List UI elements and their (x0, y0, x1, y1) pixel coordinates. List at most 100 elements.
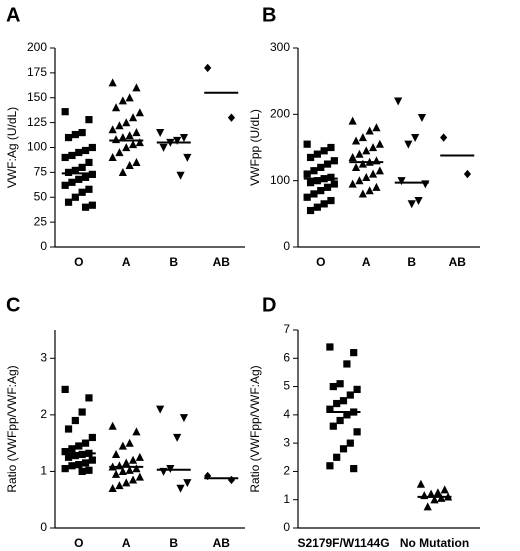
y-tick-label: 0 (40, 239, 47, 253)
data-point (417, 114, 427, 123)
data-point (348, 116, 357, 125)
data-point (64, 133, 73, 142)
y-axis-label: VWFpp (U/dL) (248, 109, 262, 186)
data-point (421, 180, 430, 189)
data-point (375, 166, 384, 175)
data-point (329, 382, 337, 391)
data-point (78, 128, 86, 137)
data-point (346, 391, 354, 399)
data-point (355, 176, 364, 185)
x-tick-label: S2179F/W1144G (297, 536, 389, 550)
data-point (75, 148, 83, 157)
data-point (122, 458, 131, 467)
data-point (128, 455, 138, 464)
y-tick-label: 100 (27, 140, 47, 154)
data-point (111, 103, 121, 112)
x-tick-label: B (407, 255, 416, 269)
data-point (351, 136, 361, 145)
x-tick-label: B (169, 536, 178, 550)
data-point (416, 479, 425, 488)
data-point (326, 343, 334, 351)
x-tick-label: O (74, 536, 83, 550)
data-point (135, 452, 144, 461)
data-point (128, 475, 138, 484)
data-point (61, 153, 69, 162)
data-point (427, 489, 436, 498)
data-point (64, 198, 73, 206)
data-point (414, 196, 423, 205)
data-point (333, 399, 341, 408)
data-point (88, 456, 96, 464)
data-point (71, 416, 79, 425)
data-point (320, 200, 328, 208)
y-tick-label: 2 (40, 407, 47, 421)
x-tick-label: O (74, 255, 83, 269)
data-point (111, 135, 121, 144)
data-point (88, 201, 96, 209)
data-point (61, 108, 69, 116)
data-point (118, 441, 127, 450)
data-point (407, 200, 416, 209)
data-point (358, 133, 367, 142)
panel-label: A (6, 4, 20, 26)
data-point (227, 475, 236, 485)
data-point (313, 150, 321, 158)
data-point (68, 151, 76, 160)
data-point (423, 502, 432, 511)
data-point (85, 185, 93, 193)
data-point (326, 405, 334, 413)
data-point (135, 138, 144, 147)
data-point (132, 158, 141, 167)
data-point (327, 196, 335, 205)
data-point (326, 462, 334, 470)
y-axis-label: VWF:Ag (U/dL) (5, 107, 19, 188)
data-point (108, 125, 117, 134)
data-point (183, 479, 192, 488)
data-point (85, 158, 93, 167)
data-point (353, 428, 361, 436)
data-point (64, 425, 73, 433)
data-point (365, 186, 374, 195)
data-point (330, 180, 338, 188)
y-tick-label: 100 (270, 173, 290, 187)
data-point (125, 161, 134, 170)
data-point (75, 461, 83, 469)
data-point (179, 414, 189, 423)
data-point (118, 133, 127, 142)
data-point (135, 108, 144, 117)
data-point (173, 433, 182, 442)
y-tick-label: 125 (27, 115, 47, 129)
x-tick-label: No Mutation (400, 536, 469, 550)
data-point (78, 450, 86, 459)
data-point (122, 478, 131, 487)
data-point (303, 140, 311, 148)
data-point (372, 182, 381, 191)
data-point (306, 153, 315, 162)
y-tick-label: 0 (283, 520, 290, 534)
data-point (355, 149, 364, 158)
data-point (61, 181, 69, 189)
data-point (132, 83, 141, 92)
data-point (108, 484, 117, 492)
data-point (61, 385, 69, 393)
data-point (115, 481, 124, 490)
data-point (362, 146, 371, 155)
data-point (81, 203, 90, 211)
data-point (327, 143, 335, 152)
data-point (115, 148, 124, 157)
data-point (118, 96, 127, 105)
data-point (156, 128, 165, 137)
panel-label: B (262, 4, 276, 26)
data-point (85, 466, 93, 474)
data-point (348, 179, 357, 188)
y-tick-label: 75 (34, 165, 48, 179)
data-point (75, 442, 83, 450)
data-point (327, 173, 335, 181)
data-point (128, 113, 138, 122)
data-point (310, 167, 318, 175)
data-point (108, 78, 117, 87)
data-point (463, 169, 472, 179)
y-tick-label: 6 (283, 350, 290, 364)
y-tick-label: 1 (40, 464, 47, 478)
